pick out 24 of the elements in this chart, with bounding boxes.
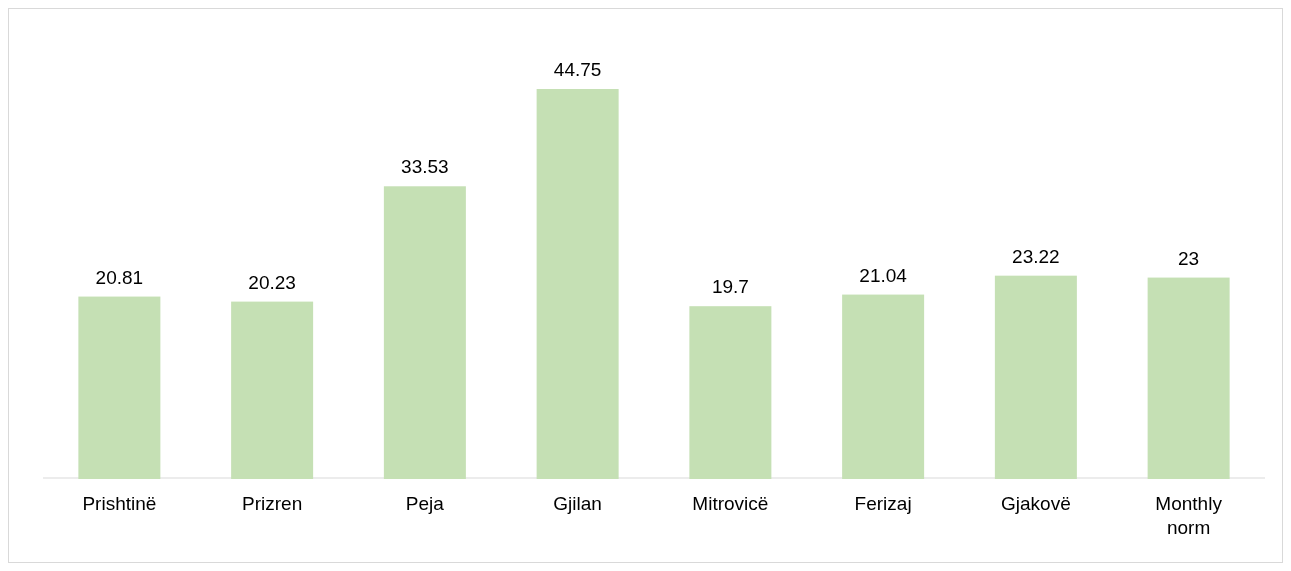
data-label: 33.53: [401, 156, 449, 178]
bar: [689, 306, 772, 479]
bar: [383, 186, 466, 479]
bar: [842, 294, 925, 479]
x-tick-label: Ferizaj: [854, 493, 912, 514]
x-tick-label: Prishtinë: [82, 493, 157, 514]
bar: [78, 296, 161, 479]
data-label: 19.7: [711, 276, 749, 298]
bar: [231, 301, 314, 479]
x-tick-label: Peja: [405, 493, 445, 514]
bar: [994, 275, 1077, 479]
x-tick-label: Gjilan: [553, 493, 602, 514]
x-tick-label: Mitrovicë: [692, 493, 769, 514]
data-label: 20.23: [248, 271, 296, 293]
data-label: 20.81: [95, 266, 144, 288]
data-label: 44.75: [553, 59, 602, 80]
x-tick-label: Monthly norm: [1155, 493, 1223, 538]
x-tick-label: Gjakovë: [1001, 493, 1071, 514]
data-label: 21.04: [859, 264, 908, 286]
data-label: 23.22: [1012, 245, 1060, 267]
data-label: 23: [1178, 247, 1200, 269]
bar: [1147, 277, 1230, 479]
bar: [536, 89, 619, 479]
x-tick-label: Prizren: [242, 493, 303, 514]
